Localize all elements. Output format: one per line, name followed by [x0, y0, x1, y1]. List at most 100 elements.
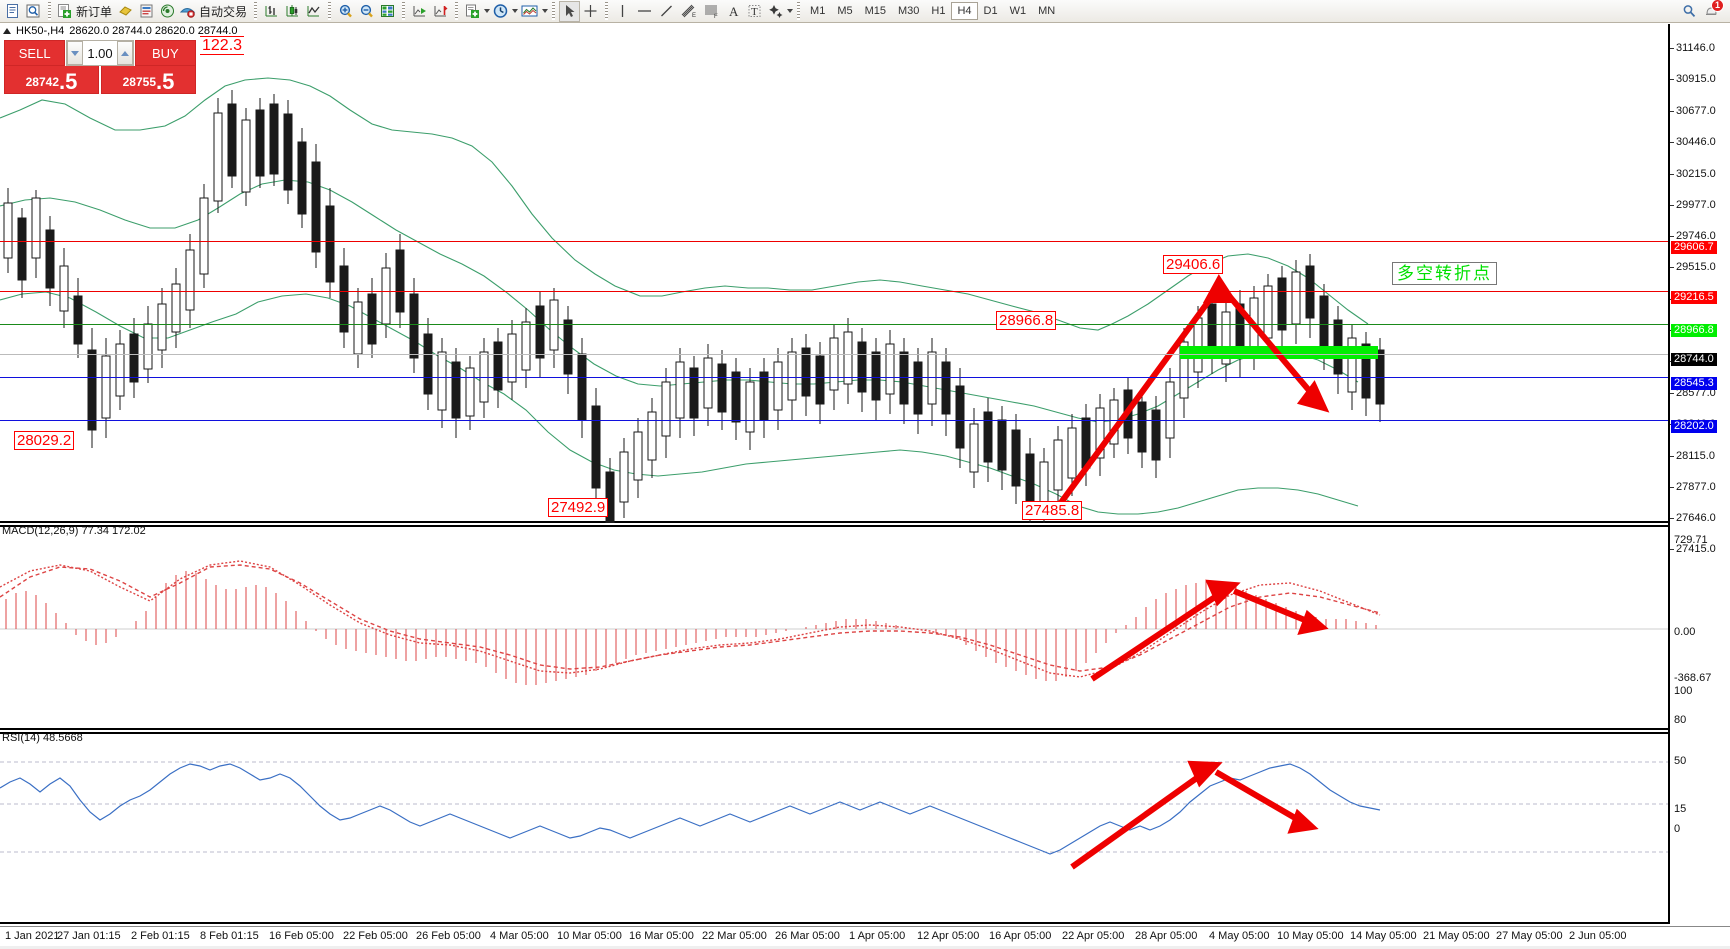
tab-timeframe-w1[interactable]: W1 [1009, 5, 1027, 17]
buy-button[interactable]: BUY [134, 40, 197, 66]
tab-timeframe-m15[interactable]: M15 [864, 5, 886, 17]
price-axis-tick [1670, 487, 1674, 488]
shapes-caret-icon[interactable] [787, 9, 794, 13]
price-axis-tick [1670, 142, 1674, 143]
tab-timeframe-mn[interactable]: MN [1038, 5, 1056, 17]
volume-increment-button[interactable] [116, 41, 133, 65]
rsi-axis-label: 0 [1674, 823, 1681, 835]
candlestick-chart-icon[interactable] [282, 1, 303, 22]
bollinger-lower-band [0, 291, 1359, 515]
new-chart-icon[interactable] [2, 1, 23, 22]
horizontal-line-icon[interactable] [633, 1, 656, 22]
sell-price-display[interactable]: 28742 .5 [4, 66, 99, 94]
note-28966[interactable]: 28966.8 [996, 311, 1057, 330]
price-axis-label: 29746.0 [1676, 230, 1716, 242]
indicators-icon[interactable] [462, 1, 483, 22]
tab-timeframe-m5[interactable]: M5 [837, 5, 853, 17]
line-chart-icon[interactable] [303, 1, 324, 22]
auto-trading-button[interactable]: 自动交易 [178, 1, 250, 22]
chart-shift-icon[interactable] [430, 1, 451, 22]
volume-input[interactable]: 1.00 [66, 40, 134, 66]
chart-menu-triangle-icon[interactable] [3, 28, 11, 34]
current-price-line [0, 354, 1668, 355]
zoom-in-icon[interactable] [335, 1, 356, 22]
note-27485[interactable]: 27485.8 [1022, 501, 1083, 520]
symbol-label: HK50-,H4 [16, 25, 65, 37]
rsi-pane[interactable]: RSI(14) 48.5668 [0, 732, 1668, 924]
buy-price-display[interactable]: 28755 .5 [101, 66, 196, 94]
tab-timeframe-m30[interactable]: M30 [898, 5, 920, 17]
sell-button[interactable]: SELL [4, 40, 66, 66]
toolbar-separator-7 [603, 2, 611, 20]
cursor-icon[interactable] [559, 0, 581, 22]
notifications-icon[interactable]: 1 [1700, 0, 1724, 22]
tab-timeframe-d1[interactable]: D1 [983, 5, 998, 17]
periods-caret-icon[interactable] [512, 9, 519, 13]
status-bar [0, 946, 1730, 949]
auto-trading-label: 自动交易 [199, 4, 248, 19]
bar-chart-icon[interactable] [261, 1, 282, 22]
market-watch-icon[interactable] [23, 1, 44, 22]
note-28029[interactable]: 28029.2 [14, 431, 75, 450]
rsi-axis-label: 15 [1674, 803, 1687, 815]
time-axis-label: 26 Mar 05:00 [775, 930, 840, 942]
indicators-caret-icon[interactable] [484, 9, 491, 13]
macd-axis-label: -368.67 [1674, 672, 1712, 684]
data-window-icon[interactable] [377, 1, 398, 22]
macd-pane[interactable]: MACD(12,26,9) 77.34 172.02 [0, 525, 1668, 730]
price-chart-pane[interactable] [0, 38, 1668, 523]
tab-timeframe-h1[interactable]: H1 [931, 5, 946, 17]
time-axis[interactable]: 1 Jan 2021 27 Jan 01:15 2 Feb 01:15 8 Feb 0… [0, 926, 1730, 949]
search-icon[interactable] [1679, 1, 1700, 22]
price-axis-tick [1670, 393, 1674, 394]
svg-text:F: F [714, 14, 718, 19]
macd-axis-label: 729.71 [1674, 534, 1708, 546]
time-axis-label: 22 Feb 05:00 [343, 930, 408, 942]
shapes-icon[interactable] [765, 1, 786, 22]
time-axis-label: 26 Feb 05:00 [416, 930, 481, 942]
time-axis-label: 4 May 05:00 [1209, 930, 1270, 942]
crosshair-icon[interactable] [580, 1, 601, 22]
signals-icon[interactable] [157, 1, 178, 22]
expert-advisors-icon[interactable] [115, 1, 136, 22]
text-icon[interactable]: A [723, 1, 744, 22]
main-toolbar: 新订单 自动交易 [0, 0, 1730, 23]
note-27492[interactable]: 27492.9 [548, 498, 609, 517]
terminal-icon[interactable] [136, 1, 157, 22]
sell-price-integer: 28742 [25, 75, 59, 89]
toolbar-separator-4 [400, 2, 408, 20]
vertical-line-icon[interactable] [612, 1, 633, 22]
time-axis-label: 8 Feb 01:15 [200, 930, 259, 942]
time-axis-label: 28 Apr 05:00 [1135, 930, 1198, 942]
text-label-icon[interactable]: T [744, 1, 765, 22]
resistance-line-29216 [0, 291, 1668, 292]
tab-timeframe-m1[interactable]: M1 [810, 5, 826, 17]
periods-icon[interactable] [490, 1, 511, 22]
time-axis-label: 27 May 05:00 [1496, 930, 1563, 942]
toolbar-separator-5 [453, 2, 461, 20]
macd-main-line [0, 560, 1381, 678]
templates-icon[interactable] [518, 1, 541, 22]
price-axis-highlight: 29216.5 [1671, 291, 1717, 304]
new-order-button[interactable]: 新订单 [55, 1, 115, 22]
price-axis-tick [1670, 205, 1674, 206]
volume-decrement-button[interactable] [67, 41, 84, 65]
trendline-icon[interactable] [656, 1, 677, 22]
price-axis-highlight: 28545.3 [1671, 377, 1717, 390]
support-line-28545 [0, 377, 1668, 378]
equidistant-channel-icon[interactable]: E [677, 1, 700, 22]
note-29406[interactable]: 29406.6 [1163, 255, 1224, 274]
auto-scroll-icon[interactable] [409, 1, 430, 22]
fibonacci-icon[interactable]: F [700, 1, 723, 22]
buy-price-decimal: .5 [156, 69, 175, 94]
zoom-out-icon[interactable] [356, 1, 377, 22]
templates-caret-icon[interactable] [542, 9, 549, 13]
volume-value[interactable]: 1.00 [87, 45, 113, 61]
note-turning-point[interactable]: 多空转折点 [1392, 262, 1497, 285]
time-axis-label: 16 Feb 05:00 [269, 930, 334, 942]
price-axis-tick [1670, 79, 1674, 80]
tab-timeframe-h4[interactable]: H4 [951, 2, 978, 20]
chevron-down-icon [71, 50, 80, 56]
price-axis[interactable]: 31146.0 30915.0 30677.0 30446.0 30215.0 29977… [1668, 24, 1730, 924]
